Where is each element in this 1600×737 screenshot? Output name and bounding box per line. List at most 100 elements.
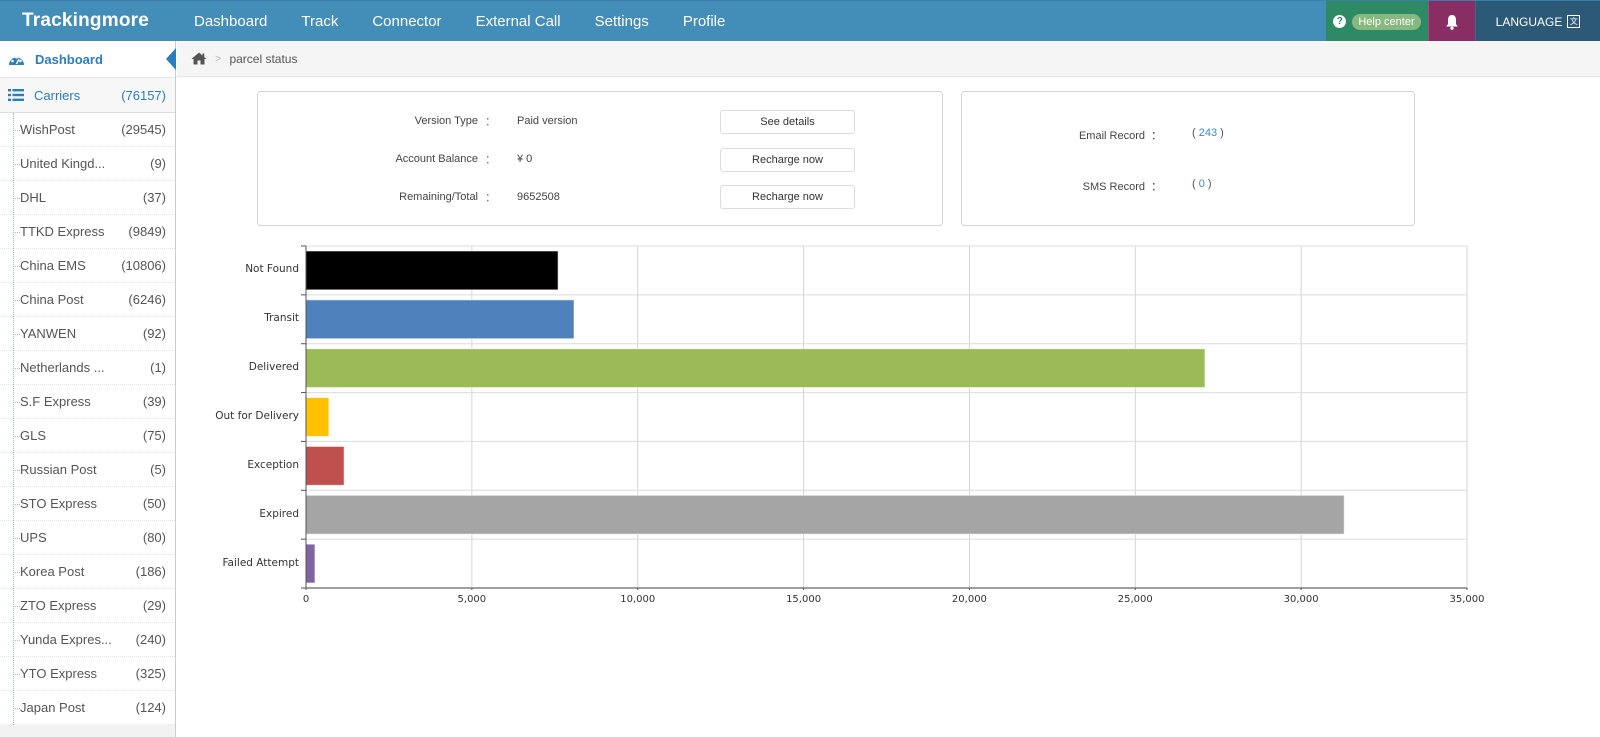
carrier-item[interactable]: UPS (80) (0, 521, 175, 555)
x-tick-label: 30,000 (1283, 594, 1319, 605)
carrier-name: TTKD Express (20, 224, 105, 239)
carrier-item[interactable]: STO Express (50) (0, 487, 175, 521)
carrier-item[interactable]: TTKD Express (9849) (0, 215, 175, 249)
carrier-item[interactable]: GLS (75) (0, 419, 175, 453)
sidebar-item-dashboard[interactable]: Dashboard (0, 41, 176, 78)
top-navbar: Trackingmore Dashboard Track Connector E… (0, 0, 1600, 42)
carrier-name: DHL (20, 190, 47, 205)
carrier-item[interactable]: China EMS (10806) (0, 249, 175, 283)
carrier-item[interactable]: Yunda Expres... (240) (0, 623, 175, 657)
version-type-value: Paid version (517, 115, 578, 127)
carrier-item[interactable]: DHL (37) (0, 181, 175, 215)
breadcrumb: > parcel status (177, 41, 1600, 77)
carrier-count: (75) (142, 428, 166, 443)
top-right-actions: ? Help center LANGUAGE 文 (1326, 1, 1600, 42)
carrier-count: (29545) (121, 122, 166, 137)
bar-exception[interactable] (305, 445, 345, 486)
carrier-count: (325) (135, 666, 166, 681)
see-details-button[interactable]: See details (720, 110, 855, 134)
account-balance-row: Account Balance ： ¥ 0 (258, 151, 697, 167)
dashboard-gauge-icon (9, 55, 24, 65)
account-balance-value: ¥ 0 (517, 153, 533, 165)
nav-settings[interactable]: Settings (594, 12, 649, 30)
account-info-card: Version Type ： Paid version See details … (257, 91, 943, 226)
help-center-button[interactable]: ? Help center (1326, 1, 1428, 42)
carrier-item[interactable]: S.F Express (39) (0, 385, 175, 419)
question-circle-icon: ? (1333, 15, 1347, 28)
recharge-now-button[interactable]: Recharge now (720, 148, 855, 172)
email-record-row: Email Record： ( 243 ) (962, 127, 1224, 143)
category-label: Exception (247, 458, 299, 471)
sms-record-value[interactable]: ( 0 ) (1192, 178, 1212, 190)
carrier-item[interactable]: China Post (6246) (0, 283, 175, 317)
carrier-name: China EMS (20, 258, 86, 273)
bar-out-for-delivery[interactable] (305, 397, 330, 437)
x-tick-label: 20,000 (951, 594, 987, 605)
bell-icon (1446, 14, 1458, 30)
nav-track[interactable]: Track (301, 12, 339, 30)
carriers-count: (76157) (121, 87, 166, 103)
bar-not-found[interactable] (305, 250, 559, 291)
carrier-count: (5) (150, 462, 166, 477)
sidebar-carriers-label: Carriers (34, 87, 81, 103)
account-balance-label: Account Balance (395, 153, 478, 165)
breadcrumb-current: parcel status (229, 51, 298, 66)
carrier-name: China Post (20, 292, 84, 307)
language-label: LANGUAGE (1495, 14, 1563, 29)
notifications-button[interactable] (1428, 1, 1475, 42)
bar-delivered[interactable] (305, 348, 1206, 389)
x-tick-label: 35,000 (1449, 594, 1485, 605)
nav-external-call[interactable]: External Call (475, 12, 561, 30)
remaining-total-label: Remaining/Total (399, 191, 478, 203)
carrier-item[interactable]: Japan Post (124) (0, 691, 175, 725)
sidebar: Dashboard Carriers (76157) WishPost (2954… (0, 41, 176, 737)
carrier-name: GLS (20, 428, 47, 443)
carrier-item[interactable]: YANWEN (92) (0, 317, 175, 351)
carrier-item[interactable]: United Kingd... (9) (0, 147, 175, 181)
version-type-row: Version Type ： Paid version (258, 113, 697, 129)
carrier-count: (124) (135, 700, 166, 715)
category-label: Out for Delivery (215, 410, 299, 422)
x-tick-label: 15,000 (786, 594, 822, 605)
colon: ： (485, 154, 496, 166)
bar-failed-attempt[interactable] (305, 543, 316, 584)
sms-record-label: SMS Record： (1082, 181, 1162, 193)
translate-icon: 文 (1567, 15, 1581, 28)
chart-plot-area (301, 245, 1468, 593)
remaining-total-row: Remaining/Total ： 9652508 (258, 189, 697, 205)
carrier-item[interactable]: Russian Post (5) (0, 453, 175, 487)
carrier-item[interactable]: ZTO Express (29) (0, 589, 175, 623)
carrier-name: Russian Post (20, 462, 97, 477)
brand-logo[interactable]: Trackingmore (22, 10, 150, 31)
home-icon[interactable] (191, 52, 207, 65)
email-record-value[interactable]: ( 243 ) (1192, 127, 1224, 139)
remaining-total-value: 9652508 (517, 191, 560, 203)
bar-expired[interactable] (305, 494, 1345, 535)
list-icon (8, 89, 24, 101)
bar-transit[interactable] (305, 299, 575, 340)
carrier-name: ZTO Express (20, 598, 97, 613)
nav-connector[interactable]: Connector (372, 12, 442, 30)
carrier-name: UPS (20, 530, 47, 545)
sidebar-item-carriers[interactable]: Carriers (76157) (0, 78, 175, 113)
carrier-count: (29) (142, 598, 166, 613)
sms-record-row: SMS Record： ( 0 ) (962, 178, 1212, 194)
language-button[interactable]: LANGUAGE 文 (1475, 1, 1600, 42)
carrier-count: (9849) (128, 224, 166, 239)
carrier-item[interactable]: Netherlands ... (1) (0, 351, 175, 385)
main-nav: Dashboard Track Connector External Call … (190, 1, 742, 41)
carrier-count: (37) (142, 190, 166, 205)
carrier-name: Netherlands ... (20, 360, 105, 375)
colon: ： (485, 192, 496, 204)
carrier-item[interactable]: YTO Express (325) (0, 657, 175, 691)
recharge-now-button-2[interactable]: Recharge now (720, 185, 855, 209)
nav-profile[interactable]: Profile (682, 12, 726, 30)
carrier-item[interactable]: WishPost (29545) (0, 113, 175, 147)
carrier-count: (92) (142, 326, 166, 341)
email-record-label: Email Record： (1078, 130, 1162, 142)
carrier-item[interactable]: Korea Post (186) (0, 555, 175, 589)
nav-dashboard[interactable]: Dashboard (194, 12, 268, 30)
carrier-count: (10806) (121, 258, 166, 273)
carrier-name: WishPost (20, 122, 75, 137)
active-indicator (166, 48, 176, 70)
